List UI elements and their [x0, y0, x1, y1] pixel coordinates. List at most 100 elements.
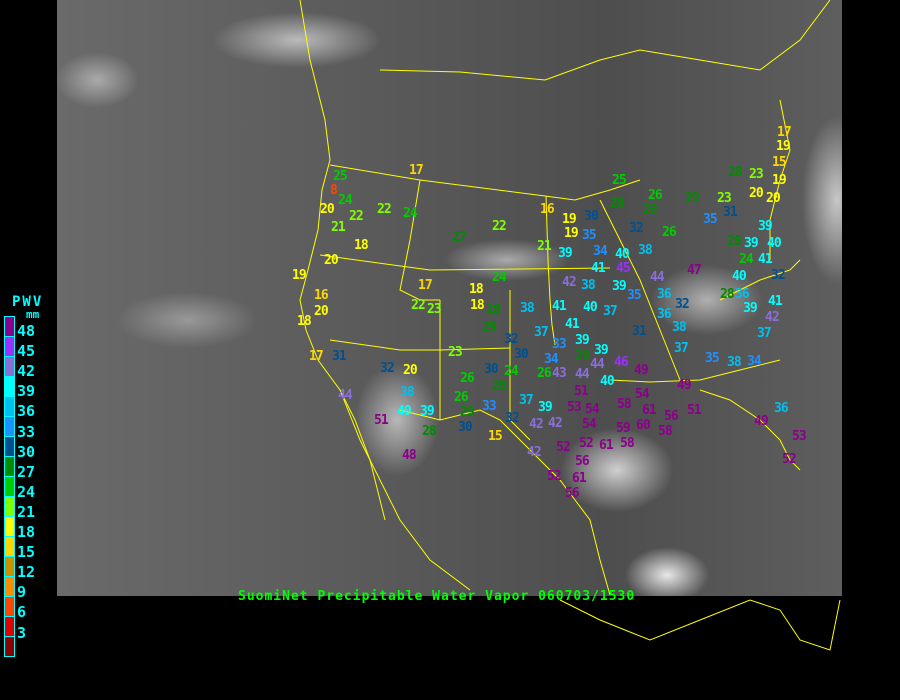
station-pwv-value: 35	[627, 288, 642, 303]
station-pwv-value: 44	[575, 367, 590, 382]
station-pwv-value: 23	[749, 167, 764, 182]
station-pwv-value: 31	[723, 205, 738, 220]
station-pwv-value: 42	[562, 275, 577, 290]
legend-swatch	[5, 317, 14, 337]
station-pwv-value: 41	[591, 261, 606, 276]
station-pwv-value: 59	[616, 421, 631, 436]
station-pwv-value: 39	[594, 343, 609, 358]
station-pwv-value: 21	[537, 239, 552, 254]
station-pwv-value: 60	[636, 418, 651, 433]
station-pwv-value: 18	[469, 282, 484, 297]
station-pwv-value: 37	[519, 393, 534, 408]
station-pwv-value: 61	[642, 403, 657, 418]
station-pwv-value: 19	[292, 268, 307, 283]
station-pwv-value: 18	[354, 238, 369, 253]
station-pwv-value: 26	[648, 188, 663, 203]
station-pwv-value: 28	[610, 196, 625, 211]
legend-swatch	[5, 477, 14, 497]
border-line	[509, 290, 531, 441]
legend-label: 36	[17, 402, 36, 421]
station-pwv-value: 41	[768, 294, 783, 309]
station-pwv-value: 26	[454, 390, 469, 405]
station-pwv-value: 52	[556, 440, 571, 455]
station-pwv-value: 41	[758, 252, 773, 267]
station-pwv-value: 30	[584, 209, 599, 224]
station-pwv-value: 54	[582, 417, 597, 432]
station-pwv-value: 51	[687, 403, 702, 418]
station-pwv-value: 45	[616, 261, 631, 276]
border-line	[299, 0, 386, 521]
legend-label: 48	[17, 322, 36, 340]
station-pwv-value: 20	[403, 363, 418, 378]
border-line	[379, 0, 831, 81]
station-pwv-value: 30	[514, 347, 529, 362]
station-pwv-value: 44	[590, 357, 605, 372]
station-pwv-value: 23	[717, 191, 732, 206]
station-pwv-value: 39	[758, 219, 773, 234]
border-line	[339, 389, 471, 591]
station-pwv-value: 51	[574, 384, 589, 399]
station-pwv-value: 40	[583, 300, 598, 315]
station-pwv-value: 21	[331, 220, 346, 235]
legend-label: 27	[17, 462, 36, 481]
border-line	[399, 179, 440, 301]
station-pwv-value: 38	[581, 278, 596, 293]
legend-label: 45	[17, 342, 36, 361]
station-pwv-value: 16	[314, 288, 329, 303]
legend-label: 39	[17, 382, 36, 401]
station-pwv-value: 23	[427, 302, 442, 317]
station-pwv-value: 32	[380, 361, 395, 376]
station-pwv-value: 39	[575, 333, 590, 348]
station-pwv-value: 28	[728, 165, 743, 180]
legend-unit: mm	[26, 308, 40, 321]
station-pwv-value: 27	[452, 230, 467, 245]
station-pwv-value: 31	[332, 349, 347, 364]
legend-swatch	[5, 497, 14, 517]
legend-label: 3	[17, 623, 27, 642]
station-pwv-value: 17	[309, 349, 324, 364]
station-pwv-value: 34	[747, 354, 762, 369]
station-pwv-value: 24	[403, 206, 418, 221]
station-pwv-value: 20	[314, 304, 329, 319]
station-pwv-value: 54	[585, 402, 600, 417]
station-pwv-value: 30	[458, 420, 473, 435]
station-pwv-value: 28	[486, 303, 501, 318]
station-pwv-value: 29	[685, 191, 700, 206]
station-pwv-value: 20	[324, 253, 339, 268]
station-pwv-value: 20	[749, 186, 764, 201]
station-pwv-value: 54	[635, 387, 650, 402]
legend-swatch	[5, 517, 14, 537]
station-pwv-value: 30	[484, 362, 499, 377]
station-pwv-value: 39	[612, 279, 627, 294]
legend-label: 21	[17, 502, 36, 521]
station-pwv-value: 29	[460, 405, 475, 420]
border-line	[699, 389, 801, 471]
station-pwv-value: 28	[643, 203, 658, 218]
station-pwv-value: 31	[632, 324, 647, 339]
station-pwv-value: 32	[505, 411, 520, 426]
border-line	[599, 199, 681, 381]
station-pwv-value: 33	[482, 399, 497, 414]
station-pwv-value: 56	[565, 486, 580, 501]
station-pwv-value: 52	[782, 452, 797, 467]
station-pwv-value: 8	[330, 183, 338, 198]
station-pwv-value: 53	[792, 429, 807, 444]
station-pwv-value: 47	[687, 263, 702, 278]
station-pwv-value: 22	[349, 209, 364, 224]
station-pwv-value: 40	[732, 269, 747, 284]
pwv-legend: PWV mm 48 45 42 39 36 33 30 27 24 21 18 15 12 9 6 3	[4, 294, 60, 666]
legend-swatch	[5, 397, 14, 417]
station-pwv-value: 40	[600, 374, 615, 389]
station-pwv-value: 22	[377, 202, 392, 217]
station-pwv-value: 42	[527, 445, 542, 460]
border-line	[329, 164, 641, 201]
station-pwv-value: 28	[727, 234, 742, 249]
border-line	[545, 195, 556, 346]
legend-label: 24	[17, 482, 36, 501]
station-pwv-value: 40	[397, 404, 412, 419]
station-pwv-value: 22	[411, 298, 426, 313]
legend-swatch	[5, 437, 14, 457]
legend-label: 12	[17, 563, 36, 582]
border-line	[329, 339, 511, 351]
station-pwv-value: 38	[727, 355, 742, 370]
